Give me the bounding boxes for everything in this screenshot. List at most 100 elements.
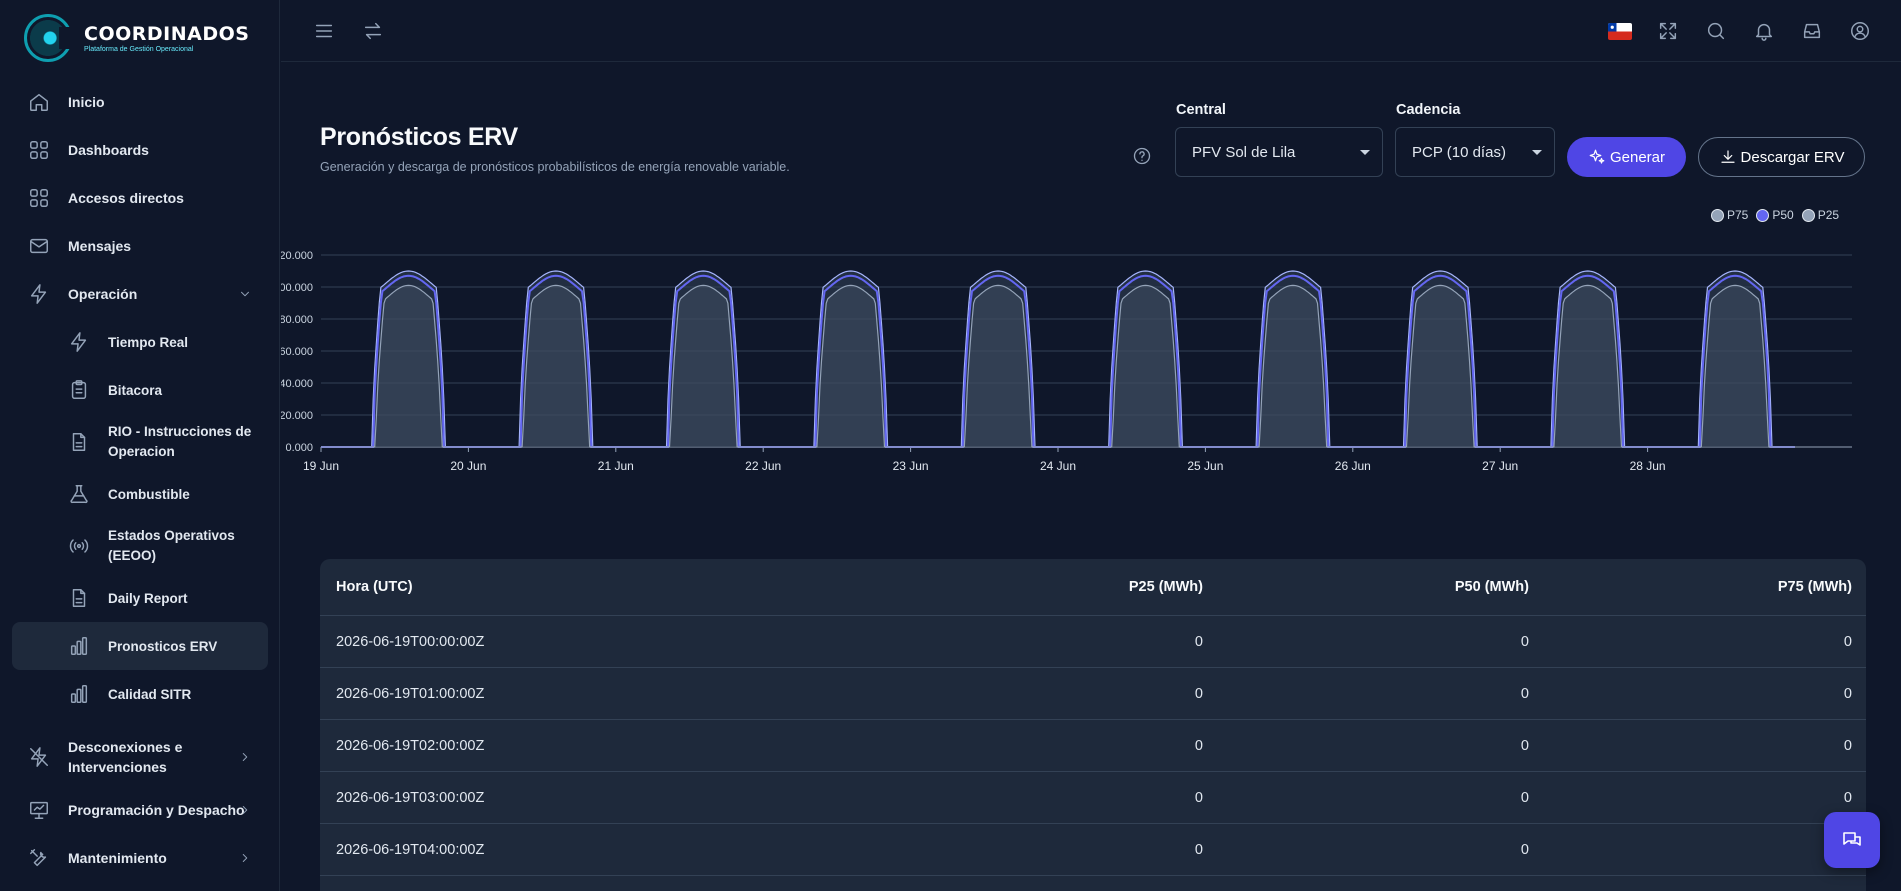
legend-item-p75[interactable]: P75 <box>1711 208 1748 222</box>
user-menu-button[interactable] <box>1847 18 1873 44</box>
y-tick-label: 100.000 <box>281 282 313 294</box>
sidebar-item-desconexiones[interactable]: Desconexiones e Intervenciones <box>12 728 268 786</box>
sidebar-item-label: Mensajes <box>68 238 132 254</box>
help-button[interactable] <box>1132 146 1152 166</box>
sidebar-item-mantenimiento[interactable]: Mantenimiento <box>12 834 268 882</box>
table-cell: 0 <box>1843 633 1852 650</box>
table-cell: 2026-06-19T01:00:00Z <box>336 685 485 702</box>
table-row: 2026-06-19T01:00:00Z 0 0 0 <box>320 668 1866 720</box>
y-tick-label: 80.000 <box>281 314 313 326</box>
swap-button[interactable] <box>360 18 386 44</box>
menu-icon <box>315 24 333 38</box>
main-content: Pronósticos ERV Generación y descarga de… <box>281 63 1901 891</box>
table-cell: 0 <box>1520 789 1529 806</box>
sidebar-item-label: Estados Operativos (EEOO) <box>108 528 235 563</box>
fullscreen-icon <box>1659 22 1677 40</box>
column-header-p50[interactable]: P50 (MWh) <box>1454 579 1529 595</box>
table-cell: 0 <box>1520 633 1529 650</box>
grid-icon <box>28 187 50 209</box>
sidebar-item-estados-operativos[interactable]: Estados Operativos (EEOO) <box>12 518 268 574</box>
inbox-button[interactable] <box>1799 18 1825 44</box>
bell-icon <box>1755 23 1773 41</box>
inbox-icon <box>1803 23 1821 39</box>
table-cell: 2026-06-19T04:00:00Z <box>336 841 485 858</box>
sidebar-item-tiempo-real[interactable]: Tiempo Real <box>12 318 268 366</box>
table-row: 2026-06-19T00:00:00Z 0 0 0 <box>320 616 1866 668</box>
sidebar-item-accesos-directos[interactable]: Accesos directos <box>12 174 268 222</box>
sparkles-icon <box>1589 149 1605 164</box>
generate-button[interactable]: Generar <box>1567 137 1686 177</box>
sidebar-item-pronosticos-erv[interactable]: Pronosticos ERV <box>12 622 268 670</box>
table-cell: 0 <box>1194 841 1203 858</box>
sidebar-item-label: Tiempo Real <box>108 334 189 350</box>
chevron-down-icon <box>241 291 249 297</box>
notifications-button[interactable] <box>1751 18 1777 44</box>
sidebar-item-inicio[interactable]: Inicio <box>12 78 268 126</box>
brand-title: COORDINADOS <box>84 23 250 45</box>
series-area-p25 <box>321 285 1852 447</box>
table-cell: 0 <box>1520 737 1529 754</box>
download-erv-button[interactable]: Descargar ERV <box>1698 137 1865 177</box>
sidebar-item-label: Operación <box>68 286 138 302</box>
sidebar-item-daily-report[interactable]: Daily Report <box>12 574 268 622</box>
table-cell: 0 <box>1843 685 1852 702</box>
sidebar-item-label: Pronosticos ERV <box>108 638 218 654</box>
tools-icon <box>28 847 50 869</box>
y-tick-label: 40.000 <box>281 378 313 390</box>
table-cell: 0 <box>1520 685 1529 702</box>
page-subtitle: Generación y descarga de pronósticos pro… <box>320 160 790 174</box>
legend-item-p25[interactable]: P25 <box>1801 208 1839 222</box>
logo-icon <box>24 14 75 62</box>
legend-dot <box>1711 208 1724 222</box>
chevron-down-icon <box>1360 150 1370 155</box>
sidebar-item-programacion[interactable]: Programación y Despacho <box>12 786 268 834</box>
forecast-table: Hora (UTC) P25 (MWh) P50 (MWh) P75 (MWh)… <box>320 559 1866 891</box>
chat-button[interactable] <box>1824 812 1880 868</box>
brand-subtitle: Plataforma de Gestión Operacional <box>84 46 194 53</box>
sidebar-item-label: Daily Report <box>108 590 188 606</box>
document-icon <box>68 431 90 453</box>
sidebar-item-calidad-sitr[interactable]: Calidad SITR <box>12 670 268 718</box>
search-button[interactable] <box>1703 18 1729 44</box>
legend-item-p50[interactable]: P50 <box>1756 208 1794 222</box>
sidebar-item-rio[interactable]: RIO - Instrucciones de Operacion <box>12 414 268 470</box>
x-tick-label: 25 Jun <box>1187 459 1223 473</box>
sidebar-nav: Inicio Dashboards Accesos directos Mensa… <box>12 78 268 882</box>
legend-dot <box>1756 208 1770 222</box>
legend-label: P50 <box>1772 208 1794 222</box>
x-tick-label: 27 Jun <box>1482 459 1518 473</box>
legend-label: P75 <box>1727 208 1749 222</box>
download-icon <box>1720 150 1735 163</box>
sidebar-item-dashboards[interactable]: Dashboards <box>12 126 268 174</box>
help-icon <box>1133 147 1151 165</box>
brand-logo[interactable]: COORDINADOS Plataforma de Gestión Operac… <box>24 14 249 62</box>
sidebar-item-bitacora[interactable]: Bitacora <box>12 366 268 414</box>
sidebar-item-mensajes[interactable]: Mensajes <box>12 222 268 270</box>
bar-chart-icon <box>68 635 90 657</box>
x-tick-label: 20 Jun <box>450 459 486 473</box>
clipboard-icon <box>68 379 90 401</box>
bar-chart-icon <box>68 683 90 705</box>
language-flag-button[interactable] <box>1608 23 1632 40</box>
y-tick-label: 0.000 <box>285 442 313 454</box>
menu-toggle-button[interactable] <box>311 18 337 44</box>
page-title: Pronósticos ERV <box>320 123 518 151</box>
column-header-hora[interactable]: Hora (UTC) <box>336 579 413 595</box>
sidebar: COORDINADOS Plataforma de Gestión Operac… <box>0 0 280 891</box>
sidebar-item-operacion[interactable]: Operación <box>12 270 268 318</box>
chart-legend: P75 P50 P25 <box>1711 208 1847 222</box>
column-header-p25[interactable]: P25 (MWh) <box>1128 579 1203 595</box>
fullscreen-button[interactable] <box>1655 18 1681 44</box>
central-select[interactable]: PFV Sol de Lila <box>1175 127 1383 177</box>
sidebar-item-combustible[interactable]: Combustible <box>12 470 268 518</box>
sidebar-item-label: Dashboards <box>68 142 149 158</box>
chevron-right-icon <box>242 854 248 862</box>
column-header-p75[interactable]: P75 (MWh) <box>1777 579 1852 595</box>
bolt-icon <box>28 283 50 305</box>
table-cell: 0 <box>1843 737 1852 754</box>
x-tick-label: 22 Jun <box>745 459 781 473</box>
broadcast-icon <box>68 535 90 557</box>
sidebar-item-label: Calidad SITR <box>108 686 192 702</box>
cadencia-select[interactable]: PCP (10 días) <box>1395 127 1555 177</box>
